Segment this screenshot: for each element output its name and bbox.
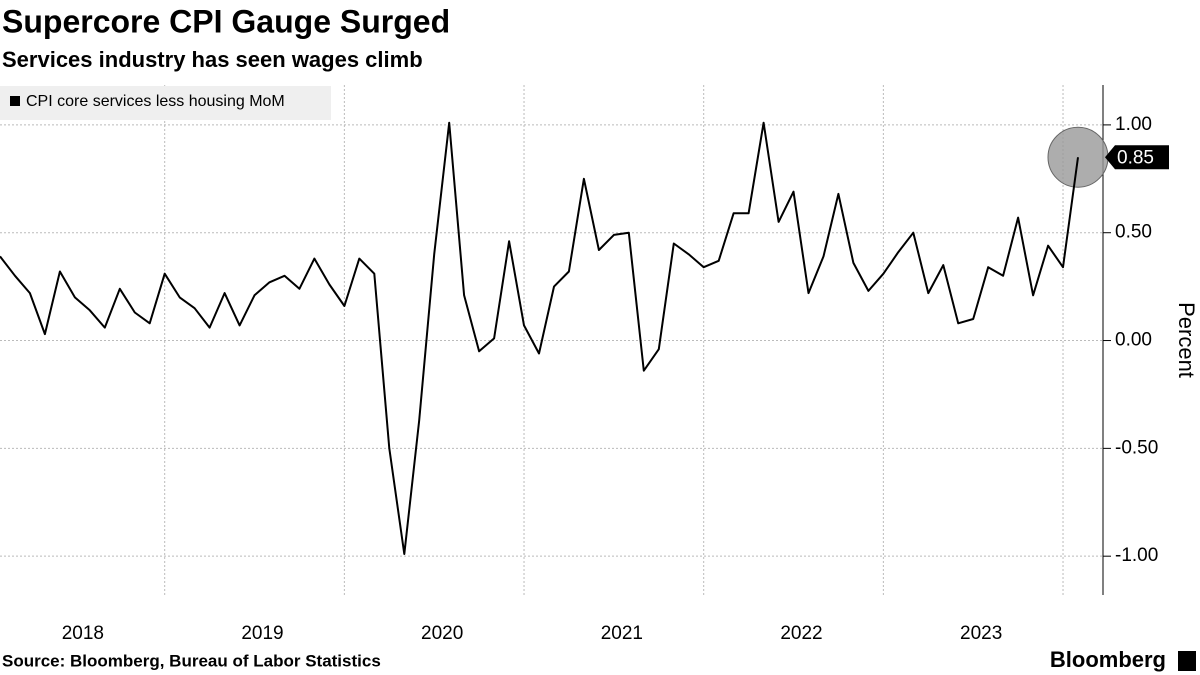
chart-title: Supercore CPI Gauge Surged bbox=[2, 3, 450, 39]
x-tick-label: 2022 bbox=[780, 623, 822, 644]
y-tick-label: 0.50 bbox=[1115, 222, 1152, 243]
chart-subtitle: Services industry has seen wages climb bbox=[2, 47, 423, 72]
y-axis-label: Percent bbox=[1174, 302, 1199, 378]
line bbox=[0, 121, 1079, 555]
legend-label: CPI core services less housing MoM bbox=[26, 93, 285, 110]
x-tick-label: 2020 bbox=[421, 623, 463, 644]
y-tick-label: -0.50 bbox=[1115, 437, 1158, 458]
brand-icon bbox=[1178, 651, 1196, 671]
y-tick-label: -1.00 bbox=[1115, 545, 1158, 566]
legend-swatch bbox=[10, 96, 20, 106]
brand: Bloomberg bbox=[1050, 647, 1166, 672]
source: Source: Bloomberg, Bureau of Labor Stati… bbox=[2, 651, 381, 670]
x-tick-label: 2018 bbox=[62, 623, 104, 644]
legend-box bbox=[0, 86, 331, 120]
value-callout bbox=[1105, 145, 1169, 170]
x-tick-label: 2019 bbox=[241, 623, 283, 644]
x-tick-label: 2021 bbox=[601, 623, 643, 644]
value-label: 0.85 bbox=[1117, 147, 1154, 168]
y-tick-label: 1.00 bbox=[1115, 114, 1152, 135]
x-tick-label: 2023 bbox=[960, 623, 1002, 644]
y-tick-label: 0.00 bbox=[1115, 330, 1152, 351]
